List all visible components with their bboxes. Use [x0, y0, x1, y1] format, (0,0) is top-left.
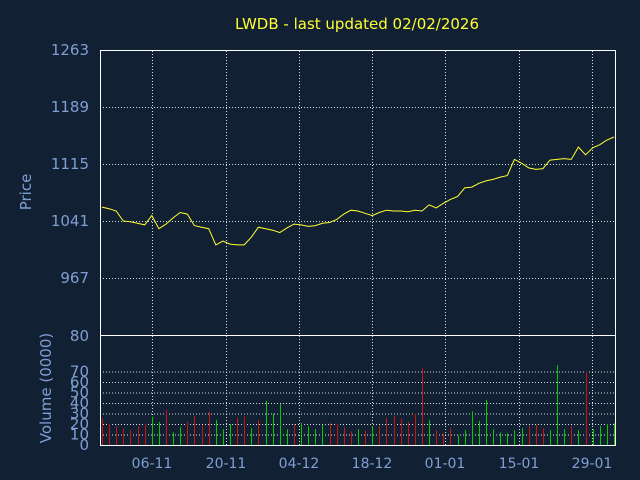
- x-tick-label: 18-12: [352, 456, 393, 472]
- price-plot-frame: [100, 50, 616, 336]
- x-tick-label: 01-01: [425, 456, 466, 472]
- volume-y-tick-label: 60: [70, 373, 89, 391]
- volume-plot-frame: [100, 335, 616, 446]
- price-y-tick-label: 1263: [51, 41, 89, 59]
- volume-y-axis-label: Volume (0000): [37, 333, 55, 443]
- price-y-tick-label: 1115: [51, 155, 89, 173]
- x-tick-label: 06-11: [132, 456, 173, 472]
- x-tick-label: 20-11: [206, 456, 247, 472]
- price-y-tick-label: 1041: [51, 212, 89, 230]
- price-panel: 1263 1189 1115 1041 967 Price: [17, 41, 616, 336]
- x-tick-label: 29-01: [572, 456, 613, 472]
- price-y-tick-label: 1189: [51, 98, 89, 116]
- price-grid: [100, 51, 615, 335]
- volume-y-tick-label: 10: [70, 426, 89, 444]
- volume-y-tick-label: 50: [70, 384, 89, 402]
- price-line: [101, 136, 615, 246]
- volume-grid: [100, 336, 615, 445]
- chart-title: LWDB - last updated 02/02/2026: [235, 15, 479, 33]
- volume-y-tick-label: 30: [70, 405, 89, 423]
- x-tick-label: 04-12: [279, 456, 320, 472]
- volume-y-tick-label: 0: [79, 436, 89, 454]
- x-axis-ticks: 06-11 20-11 04-12 18-12 01-01 15-01 29-01: [132, 456, 613, 472]
- volume-y-tick-label: 70: [70, 363, 89, 381]
- price-y-tick-label: 967: [60, 269, 89, 287]
- x-tick-label: 15-01: [499, 456, 540, 472]
- volume-bars: [102, 365, 615, 445]
- price-y-ticks: 1263 1189 1115 1041 967: [51, 41, 89, 287]
- price-y-axis-label: Price: [17, 174, 35, 211]
- volume-y-tick-label: 20: [70, 415, 89, 433]
- volume-y-tick-label: 80: [70, 327, 89, 345]
- volume-y-tick-label: 40: [70, 394, 89, 412]
